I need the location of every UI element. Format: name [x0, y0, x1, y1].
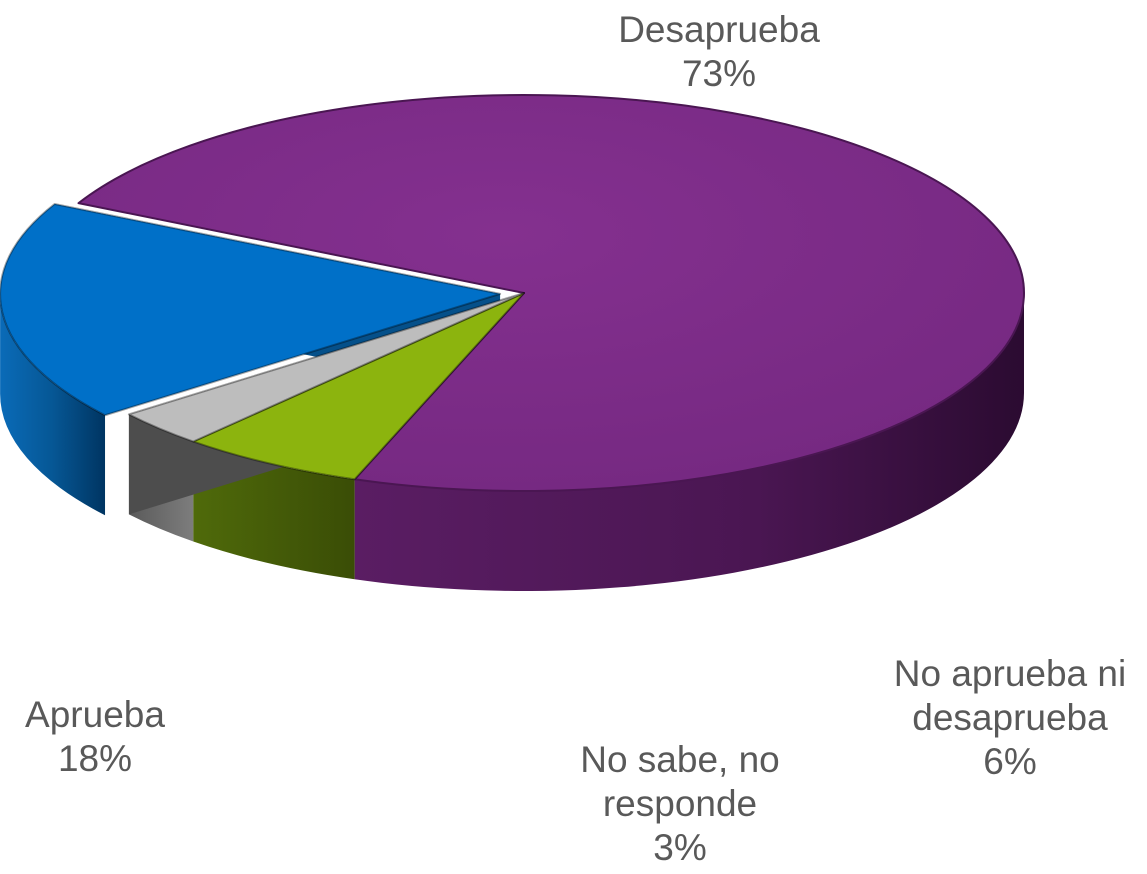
- data-label-category: responde: [603, 783, 757, 824]
- pie-top-faces: [0, 94, 1025, 492]
- data-label-percent: 18%: [58, 738, 132, 779]
- data-label-category: No sabe, no: [580, 739, 780, 780]
- pie-side-desaprueba: [354, 293, 1024, 591]
- pie-slice-desaprueba: [77, 94, 1025, 492]
- pie-slice-no-aprueba-ni-desaprueba: [192, 292, 525, 481]
- pie-slice-aprueba: [0, 203, 502, 417]
- data-label-category: No aprueba ni: [894, 653, 1126, 694]
- data-label-percent: 3%: [653, 827, 706, 868]
- data-label-category: Desaprueba: [618, 9, 820, 50]
- data-label-category: Aprueba: [25, 694, 165, 735]
- pie-side-aprueba: [0, 293, 106, 516]
- data-label-category: desaprueba: [912, 697, 1108, 738]
- data-label-percent: 73%: [682, 53, 756, 94]
- pie-slice-no-sabe-no-responde: [127, 292, 525, 443]
- data-label-percent: 6%: [983, 741, 1036, 782]
